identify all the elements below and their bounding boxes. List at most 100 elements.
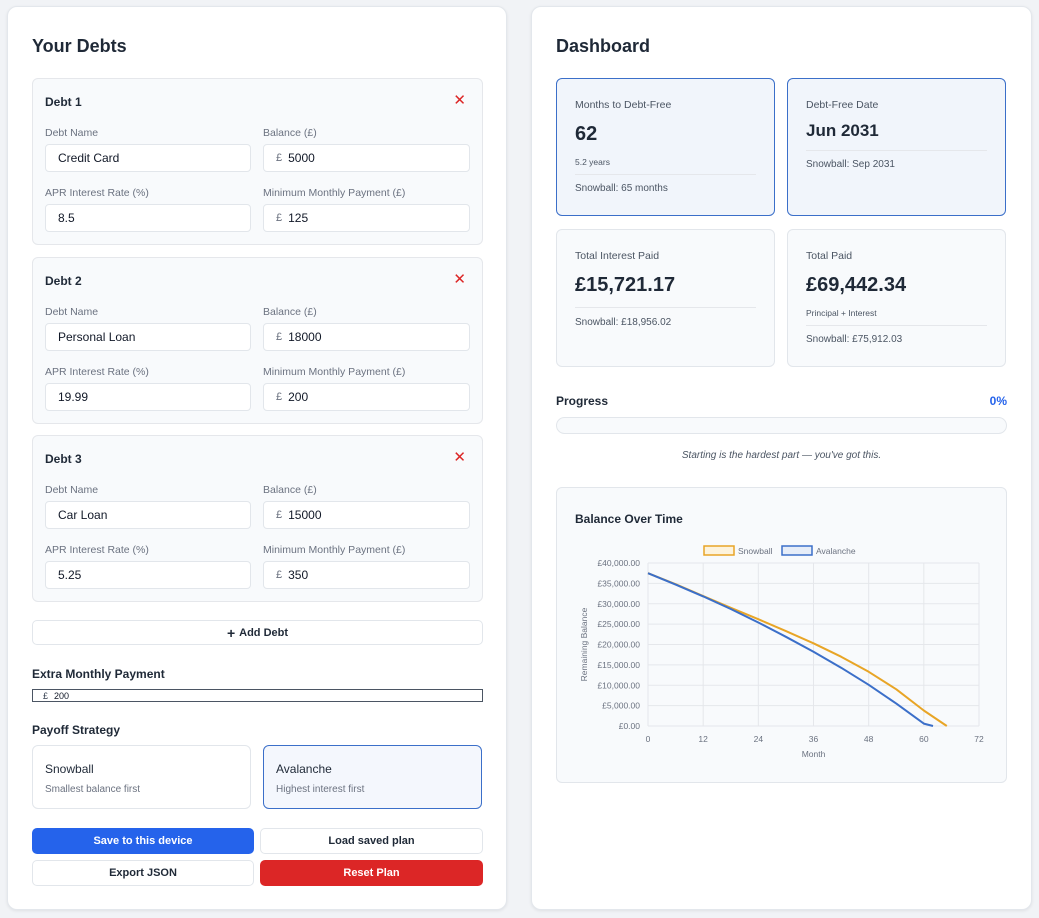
debt-name-label: Debt Name: [45, 127, 99, 139]
debt-title: Debt 2: [45, 274, 82, 288]
progress-percent: 0%: [989, 394, 1007, 408]
months-value: 62: [575, 123, 598, 145]
reset-button[interactable]: Reset Plan: [260, 860, 483, 886]
min-payment-value: 350: [288, 568, 309, 582]
apr-label: APR Interest Rate (%): [45, 544, 149, 556]
series-line-snowball: [647, 572, 948, 727]
currency-symbol: £: [276, 212, 283, 224]
apr-value: 5.25: [58, 568, 82, 582]
payoff-strategy-label: Payoff Strategy: [32, 723, 121, 737]
progress-label: Progress: [556, 394, 609, 408]
legend-label: Avalanche: [816, 546, 856, 556]
x-tick-label: 24: [754, 734, 764, 744]
debt-title: Debt 3: [45, 452, 82, 466]
add-debt-button[interactable]: + Add Debt: [32, 620, 483, 645]
min-payment-label: Minimum Monthly Payment (£): [263, 366, 406, 378]
legend-label: Snowball: [738, 546, 773, 556]
date-card: Debt-Free Date Jun 2031 Snowball: Sep 20…: [787, 78, 1006, 216]
currency-symbol: £: [43, 690, 49, 701]
balance-input[interactable]: £15000: [263, 501, 470, 529]
debt-title: Debt 1: [45, 95, 82, 109]
balance-label: Balance (£): [263, 306, 317, 318]
balance-input[interactable]: £18000: [263, 323, 470, 351]
debts-panel-title: Your Debts: [32, 36, 127, 56]
debt-name-label: Debt Name: [45, 484, 99, 496]
divider: [575, 307, 756, 308]
strategy-snowball[interactable]: Snowball Smallest balance first: [32, 745, 251, 809]
strategy-avalanche[interactable]: Avalanche Highest interest first: [263, 745, 482, 809]
y-tick-label: £30,000.00: [597, 599, 640, 609]
debt-name-input[interactable]: Car Loan: [45, 501, 251, 529]
balance-chart-card: Balance Over Time £0.00 £5,000.00 £10,000.…: [556, 487, 1007, 783]
total-comparison: Snowball: £75,912.03: [806, 334, 903, 345]
total-card: Total Paid £69,442.34 Principal + Intere…: [787, 229, 1006, 367]
remove-debt-icon[interactable]: ✕: [453, 271, 466, 288]
x-tick-label: 12: [698, 734, 708, 744]
balance-label: Balance (£): [263, 127, 317, 139]
date-label: Debt-Free Date: [806, 99, 879, 111]
legend-swatch-avalanche: [781, 545, 813, 556]
y-tick-label: £10,000.00: [597, 680, 640, 690]
interest-card: Total Interest Paid £15,721.17 Snowball:…: [556, 229, 775, 367]
extra-payment-value: 200: [54, 690, 70, 701]
export-json-button[interactable]: Export JSON: [32, 860, 254, 886]
y-axis-label: Remaining Balance: [579, 607, 589, 681]
total-value: £69,442.34: [806, 274, 907, 296]
apr-label: APR Interest Rate (%): [45, 366, 149, 378]
debt-name-value: Personal Loan: [58, 330, 136, 344]
balance-value: 18000: [288, 330, 322, 344]
debt-card: Debt 2 ✕ Debt Name Balance (£) Personal Loan…: [32, 257, 483, 424]
chart-title: Balance Over Time: [575, 512, 683, 526]
currency-symbol: £: [276, 331, 283, 343]
x-tick-label: 72: [974, 734, 984, 744]
x-axis-label: Month: [802, 749, 826, 759]
x-tick-label: 48: [864, 734, 874, 744]
months-label: Months to Debt-Free: [575, 99, 672, 111]
min-payment-input[interactable]: £125: [263, 204, 470, 232]
balance-label: Balance (£): [263, 484, 317, 496]
debt-name-value: Car Loan: [58, 508, 108, 522]
debt-name-input[interactable]: Personal Loan: [45, 323, 251, 351]
balance-input[interactable]: £5000: [263, 144, 470, 172]
balance-value: 15000: [288, 508, 322, 522]
currency-symbol: £: [276, 509, 283, 521]
min-payment-input[interactable]: £200: [263, 383, 470, 411]
interest-value: £15,721.17: [575, 274, 676, 296]
x-tick-label: 0: [646, 734, 651, 744]
x-tick-label: 36: [809, 734, 819, 744]
divider: [806, 325, 987, 326]
x-tick-label: 60: [919, 734, 929, 744]
min-payment-input[interactable]: £350: [263, 561, 470, 589]
progress-message: Starting is the hardest part — you've go…: [681, 450, 882, 461]
add-debt-label: Add Debt: [239, 626, 289, 639]
remove-debt-icon[interactable]: ✕: [453, 92, 466, 109]
min-payment-value: 125: [288, 211, 309, 225]
remove-debt-icon[interactable]: ✕: [453, 449, 466, 466]
divider: [575, 174, 756, 175]
currency-symbol: £: [276, 152, 283, 164]
months-card: Months to Debt-Free 62 5.2 years Snowbal…: [556, 78, 775, 216]
strategy-avalanche-title: Avalanche: [276, 762, 332, 776]
apr-input[interactable]: 5.25: [45, 561, 251, 589]
save-button[interactable]: Save to this device: [32, 828, 254, 854]
y-tick-label: £15,000.00: [597, 660, 640, 670]
dashboard-title: Dashboard: [556, 36, 651, 56]
progress-bar: [556, 417, 1007, 434]
y-tick-label: £35,000.00: [597, 578, 640, 588]
extra-payment-input[interactable]: £ 200: [32, 689, 483, 702]
total-label: Total Paid: [806, 250, 853, 262]
date-comparison: Snowball: Sep 2031: [806, 159, 895, 170]
divider: [806, 150, 987, 151]
currency-symbol: £: [276, 569, 283, 581]
debt-name-value: Credit Card: [58, 151, 120, 165]
min-payment-value: 200: [288, 390, 309, 404]
apr-input[interactable]: 19.99: [45, 383, 251, 411]
total-sub: Principal + Interest: [806, 308, 877, 318]
extra-payment-label: Extra Monthly Payment: [32, 667, 165, 681]
y-tick-label: £40,000.00: [597, 558, 640, 568]
y-tick-label: £25,000.00: [597, 619, 640, 629]
load-button[interactable]: Load saved plan: [260, 828, 483, 854]
balance-chart: £0.00 £5,000.00 £10,000.00 £15,000.00 £20,00…: [579, 545, 984, 759]
debt-name-input[interactable]: Credit Card: [45, 144, 251, 172]
apr-input[interactable]: 8.5: [45, 204, 251, 232]
